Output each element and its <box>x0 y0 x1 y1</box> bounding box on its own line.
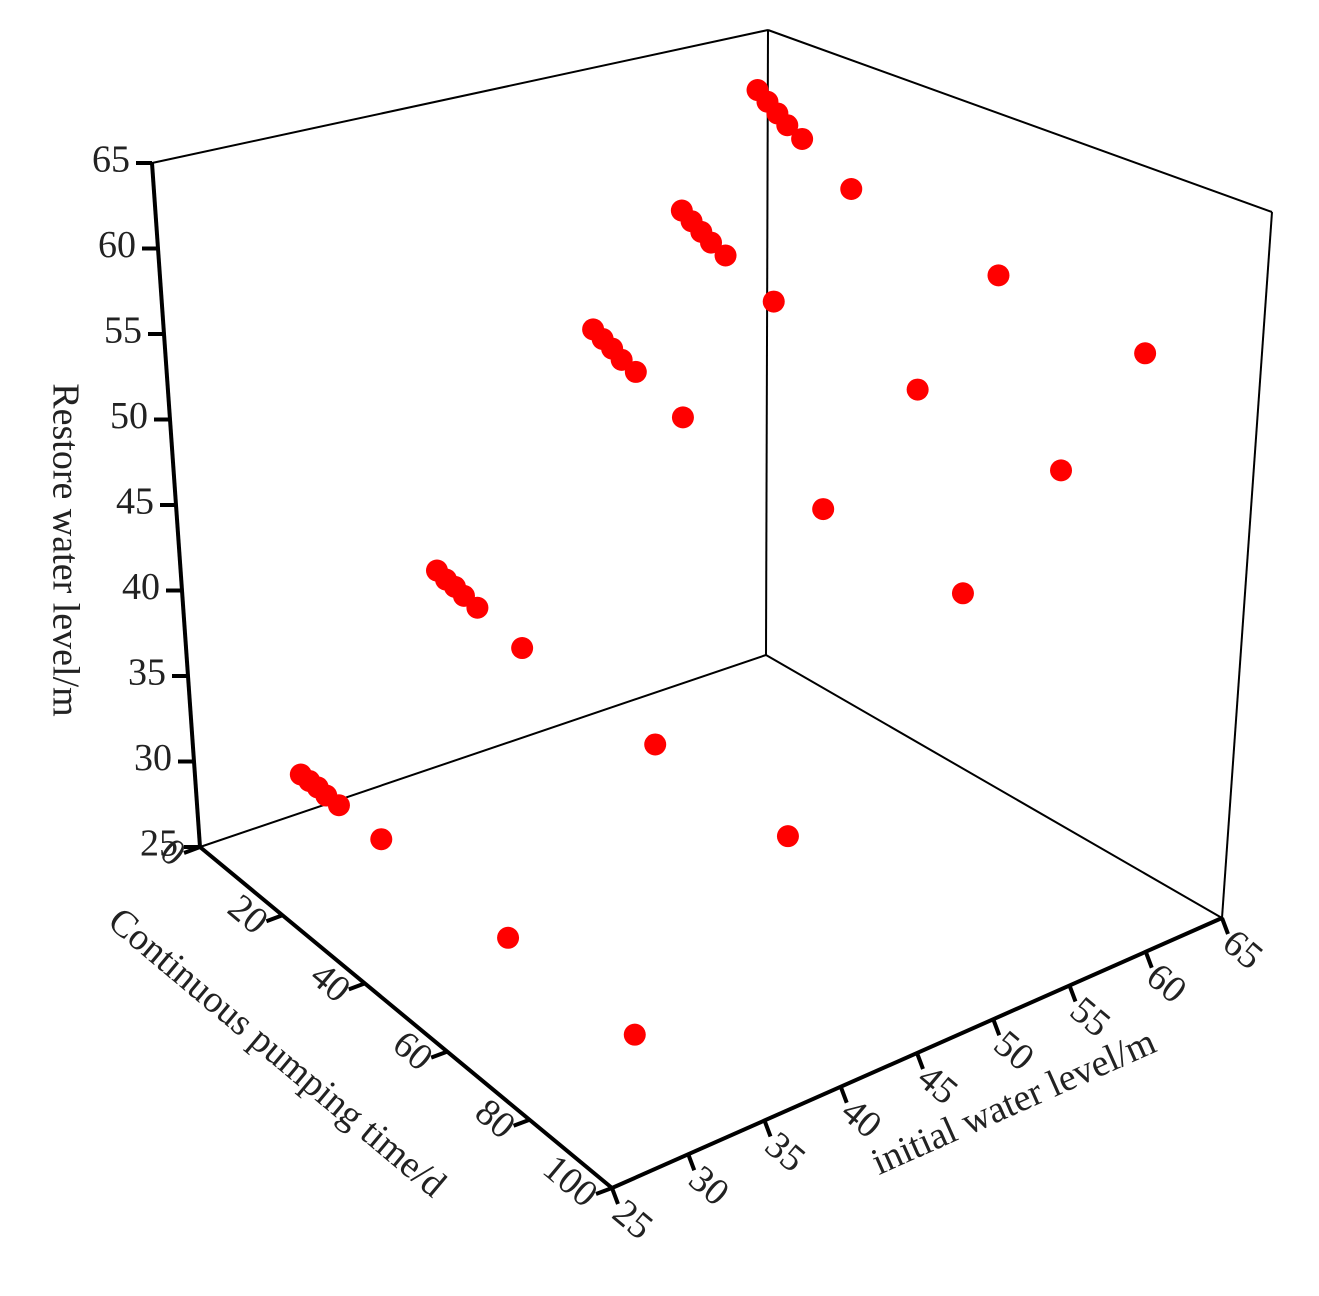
point <box>906 378 929 401</box>
point <box>511 637 534 660</box>
point <box>370 828 393 851</box>
point <box>327 794 350 817</box>
box-edge <box>199 654 767 848</box>
y-tick <box>1067 984 1078 1003</box>
point <box>812 498 835 521</box>
x-tick-label: 60 <box>385 1023 441 1080</box>
y-tick <box>1143 951 1154 969</box>
x-tick-label: 40 <box>302 954 358 1011</box>
point <box>791 127 814 150</box>
x-tick <box>348 981 366 992</box>
z-tick-label: 55 <box>104 310 142 352</box>
z-tick-label: 30 <box>134 737 172 779</box>
box-edge <box>767 29 1273 213</box>
z-tick-label: 45 <box>116 481 154 523</box>
point <box>700 231 723 254</box>
y-tick <box>686 1153 697 1171</box>
y-tick <box>991 1018 1002 1036</box>
x-tick <box>265 913 284 924</box>
point <box>987 264 1010 287</box>
point <box>776 114 799 137</box>
x-tick <box>512 1117 531 1128</box>
x-tick-label: 20 <box>220 886 276 943</box>
y-tick-label: 30 <box>681 1158 737 1215</box>
x-tick <box>183 845 201 855</box>
box-edge <box>198 845 614 1190</box>
z-tick-label: 25 <box>140 823 178 865</box>
x-tick <box>595 1186 613 1196</box>
z-tick-label: 65 <box>92 139 130 181</box>
y-tick-label: 60 <box>1138 955 1194 1012</box>
y-tick-label: 35 <box>757 1124 813 1181</box>
z-tick-label: 50 <box>110 395 148 437</box>
z-tick-label: 60 <box>98 224 136 266</box>
point <box>762 290 785 313</box>
y-tick-label: 65 <box>1215 921 1271 978</box>
y-tick-label: 25 <box>605 1191 661 1248</box>
y-tick <box>838 1086 849 1104</box>
point <box>497 926 520 949</box>
point <box>1050 459 1073 482</box>
point <box>840 178 863 201</box>
y-tick <box>915 1052 925 1070</box>
point <box>623 1023 646 1046</box>
point <box>776 825 799 848</box>
z-axis-label: Restore water level/m <box>44 383 86 716</box>
z-tick-label: 35 <box>128 652 166 694</box>
x-tick-label: 100 <box>535 1147 606 1216</box>
point <box>951 582 974 605</box>
y-tick <box>762 1119 773 1138</box>
point <box>466 596 489 619</box>
y-tick <box>610 1187 620 1205</box>
point <box>644 733 667 756</box>
z-tick-label: 40 <box>122 566 160 608</box>
box-edge <box>151 29 769 164</box>
box-edge <box>1221 211 1273 919</box>
box-edge <box>765 29 769 656</box>
x-tick <box>430 1049 448 1060</box>
box-edge <box>765 654 1223 919</box>
y-tick <box>1220 917 1230 935</box>
point <box>714 244 737 267</box>
point <box>1134 342 1157 365</box>
x-tick-label: 80 <box>467 1091 523 1148</box>
point <box>624 360 647 383</box>
point <box>671 406 694 429</box>
